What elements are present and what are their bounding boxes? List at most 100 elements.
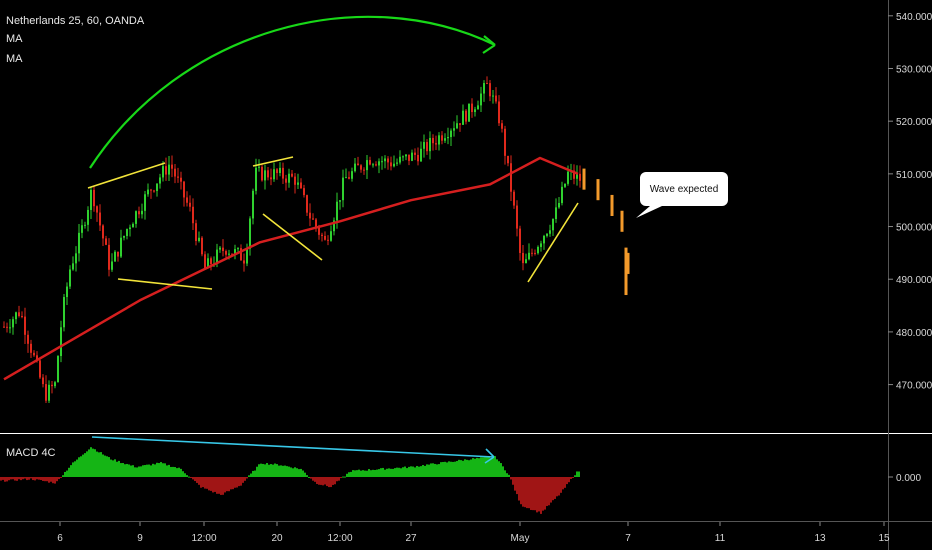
macd-divergence-arrowhead [484,448,495,464]
candle-body [318,227,320,235]
candle-body [408,154,410,161]
macd-bar [494,456,496,477]
candle-body [285,178,287,183]
candle-body [333,220,335,232]
macd-bar [182,471,184,477]
macd-bar [326,477,328,487]
candle-body [435,143,437,145]
candle-body [189,202,191,207]
candle-body [15,312,17,320]
macd-bar [388,468,390,477]
candle-body [99,212,101,226]
macd-bar [152,463,154,477]
candle-body [114,251,116,262]
macd-bar [92,448,94,477]
macd-bar [470,459,472,477]
candle-body [258,166,260,168]
macd-bar [196,477,198,483]
macd-bar [16,477,18,481]
macd-bar [294,467,296,477]
candle-body [381,161,383,163]
projection-bar [582,168,586,190]
time-tick-label: 27 [405,533,417,544]
candle-body [87,209,89,225]
macd-bar [288,466,290,477]
macd-bar [506,473,508,477]
macd-bar [246,477,248,479]
macd-bar [164,463,166,477]
candle-body [438,135,440,145]
macd-bar [568,477,570,483]
macd-bar [316,477,318,484]
candle-body [510,163,512,192]
candle-body [348,177,350,179]
macd-bar [560,477,562,493]
macd-bar [302,470,304,477]
macd-label: MACD 4C [6,447,56,459]
price-tick-label: 470.000 [896,381,932,392]
candle-body [66,286,68,298]
macd-bar [408,466,410,477]
candle-body [6,326,8,328]
macd-bar [516,477,518,495]
candle-body [237,248,239,250]
macd-bar [82,454,84,477]
macd-bar [306,475,308,477]
candle-body [93,189,95,207]
candle-body [327,239,329,241]
candle-body [90,189,92,210]
candle-body [57,356,59,383]
macd-bar [140,466,142,477]
macd-bar [134,467,136,477]
macd-bar [236,477,238,488]
candle-body [162,166,164,178]
candle-body [543,235,545,244]
indicator-ma-2: MA [6,53,23,65]
macd-bar [260,463,262,477]
macd-bar [272,464,274,477]
macd-bar [30,477,32,479]
macd-bar [530,477,532,510]
candle-body [96,206,98,213]
candle-body [168,164,170,175]
macd-bar [504,470,506,477]
macd-bar [420,466,422,477]
candle-body [261,166,263,181]
macd-bar [248,475,250,477]
candle-body [24,316,26,335]
macd-bar [444,461,446,477]
macd-bar [188,476,190,478]
candle-body [366,160,368,171]
macd-bar [2,477,4,480]
macd-bar [12,477,14,480]
macd-bar [520,477,522,505]
projection-bar [610,194,614,216]
time-tick-label: 15 [878,533,890,544]
macd-bar [174,467,176,477]
candle-body [465,110,467,122]
macd-bar [22,477,24,480]
candle-body [462,110,464,125]
candle-body [291,173,293,177]
macd-bar [552,477,554,501]
time-tick-label: 11 [715,533,726,544]
macd-bar [214,477,216,492]
macd-bar [216,477,218,494]
macd-bar [150,465,152,477]
candle-body [564,183,566,187]
candle-body [252,190,254,219]
trend-line-lower-1 [117,278,213,290]
macd-bar [84,453,86,477]
candle-body [165,166,167,175]
candle-body [522,252,524,264]
candle-body [420,148,422,162]
time-tick-label: 6 [57,533,63,544]
candle-body [75,253,77,264]
macd-bar [416,465,418,477]
candle-body [495,95,497,102]
macd-bar [274,463,276,477]
candle-body [468,103,470,122]
candle-body [27,334,29,344]
macd-bar [382,467,384,477]
candle-body [363,169,365,171]
